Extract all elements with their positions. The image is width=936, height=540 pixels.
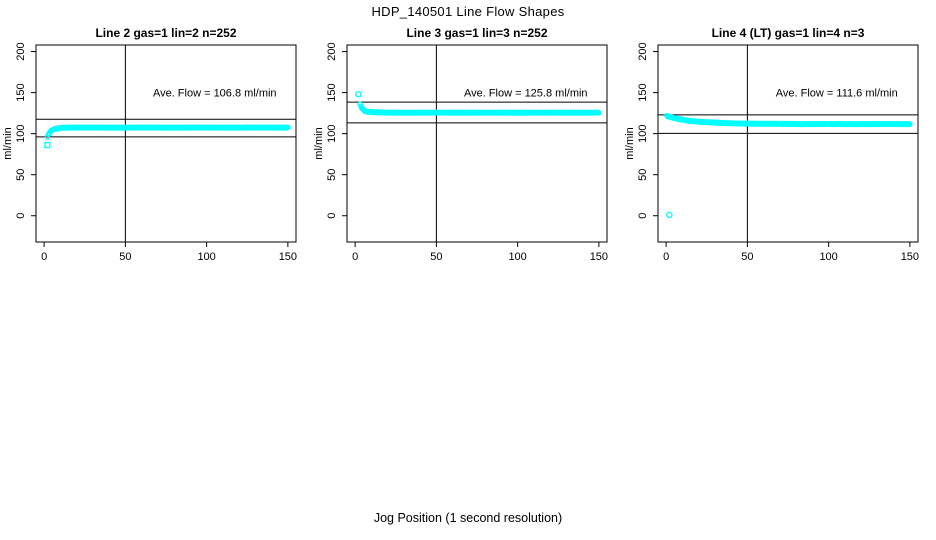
x-tick-label: 150 bbox=[901, 251, 919, 263]
main-title: HDP_140501 Line Flow Shapes bbox=[371, 4, 565, 19]
y-tick-label: 150 bbox=[15, 83, 27, 101]
ave-flow-annotation: Ave. Flow = 106.8 ml/min bbox=[153, 88, 277, 100]
panel-title: Line 2 gas=1 lin=2 n=252 bbox=[95, 26, 236, 40]
x-tick-label: 0 bbox=[41, 251, 47, 263]
panel-title: Line 4 (LT) gas=1 lin=4 n=3 bbox=[712, 26, 865, 40]
y-tick-label: 200 bbox=[15, 42, 27, 60]
y-axis-ticks: 0 50 100 150 200 bbox=[15, 42, 36, 219]
ave-flow-annotation: Ave. Flow = 125.8 ml/min bbox=[464, 88, 588, 100]
y-tick-label: 100 bbox=[15, 124, 27, 142]
y-tick-label: 200 bbox=[637, 42, 649, 60]
y-axis-label: ml/min bbox=[2, 127, 14, 159]
y-tick-label: 50 bbox=[326, 169, 338, 181]
panel-2-plot: Line 3 gas=1 lin=3 n=252 0 50 100 150 0 50 100 1… bbox=[313, 26, 608, 263]
plot-box bbox=[35, 44, 297, 243]
y-tick-label: 0 bbox=[637, 213, 649, 219]
y-axis-ticks: 0 50 100 150 200 bbox=[637, 42, 658, 219]
panel-3-plot: Line 4 (LT) gas=1 lin=4 n=3 0 50 100 150 0 50 1… bbox=[624, 26, 919, 263]
x-axis-ticks: 0 50 100 150 bbox=[41, 242, 297, 263]
data-points bbox=[357, 101, 602, 116]
y-axis-ticks: 0 50 100 150 200 bbox=[326, 42, 347, 219]
data-points bbox=[44, 124, 291, 140]
y-axis-label: ml/min bbox=[624, 127, 636, 159]
x-tick-label: 100 bbox=[819, 251, 837, 263]
x-tick-label: 150 bbox=[590, 251, 608, 263]
y-tick-label: 150 bbox=[637, 83, 649, 101]
y-tick-label: 0 bbox=[15, 213, 27, 219]
x-tick-label: 100 bbox=[197, 251, 215, 263]
panel-1-plot: Line 2 gas=1 lin=2 n=252 0 50 100 150 0 50 100 1… bbox=[2, 26, 297, 263]
y-tick-label: 50 bbox=[15, 169, 27, 181]
x-tick-label: 50 bbox=[430, 251, 442, 263]
panel-title: Line 3 gas=1 lin=3 n=252 bbox=[406, 26, 547, 40]
x-axis-ticks: 0 50 100 150 bbox=[663, 242, 919, 263]
x-tick-label: 0 bbox=[663, 251, 669, 263]
ave-flow-annotation: Ave. Flow = 111.6 ml/min bbox=[776, 88, 898, 100]
x-tick-label: 100 bbox=[508, 251, 526, 263]
plot-box bbox=[657, 44, 919, 243]
x-axis-ticks: 0 50 100 150 bbox=[352, 242, 608, 263]
y-tick-label: 50 bbox=[637, 169, 649, 181]
x-axis-title: Jog Position (1 second resolution) bbox=[373, 511, 563, 525]
y-tick-label: 100 bbox=[637, 124, 649, 142]
data-points bbox=[664, 112, 913, 128]
y-axis-label: ml/min bbox=[313, 127, 325, 159]
plot-box bbox=[346, 44, 608, 243]
outlier-point-circle bbox=[355, 90, 362, 98]
x-tick-label: 0 bbox=[352, 251, 358, 263]
y-tick-label: 100 bbox=[326, 124, 338, 142]
x-tick-label: 50 bbox=[119, 251, 131, 263]
x-tick-label: 50 bbox=[741, 251, 753, 263]
y-tick-label: 0 bbox=[326, 213, 338, 219]
outlier-point-square bbox=[44, 141, 51, 149]
x-tick-label: 150 bbox=[279, 251, 297, 263]
y-tick-label: 150 bbox=[326, 83, 338, 101]
y-tick-label: 200 bbox=[326, 42, 338, 60]
outlier-point-circle bbox=[666, 211, 673, 219]
